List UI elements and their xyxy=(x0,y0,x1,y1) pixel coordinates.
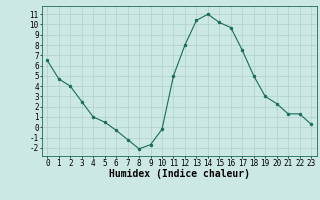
X-axis label: Humidex (Indice chaleur): Humidex (Indice chaleur) xyxy=(109,169,250,179)
